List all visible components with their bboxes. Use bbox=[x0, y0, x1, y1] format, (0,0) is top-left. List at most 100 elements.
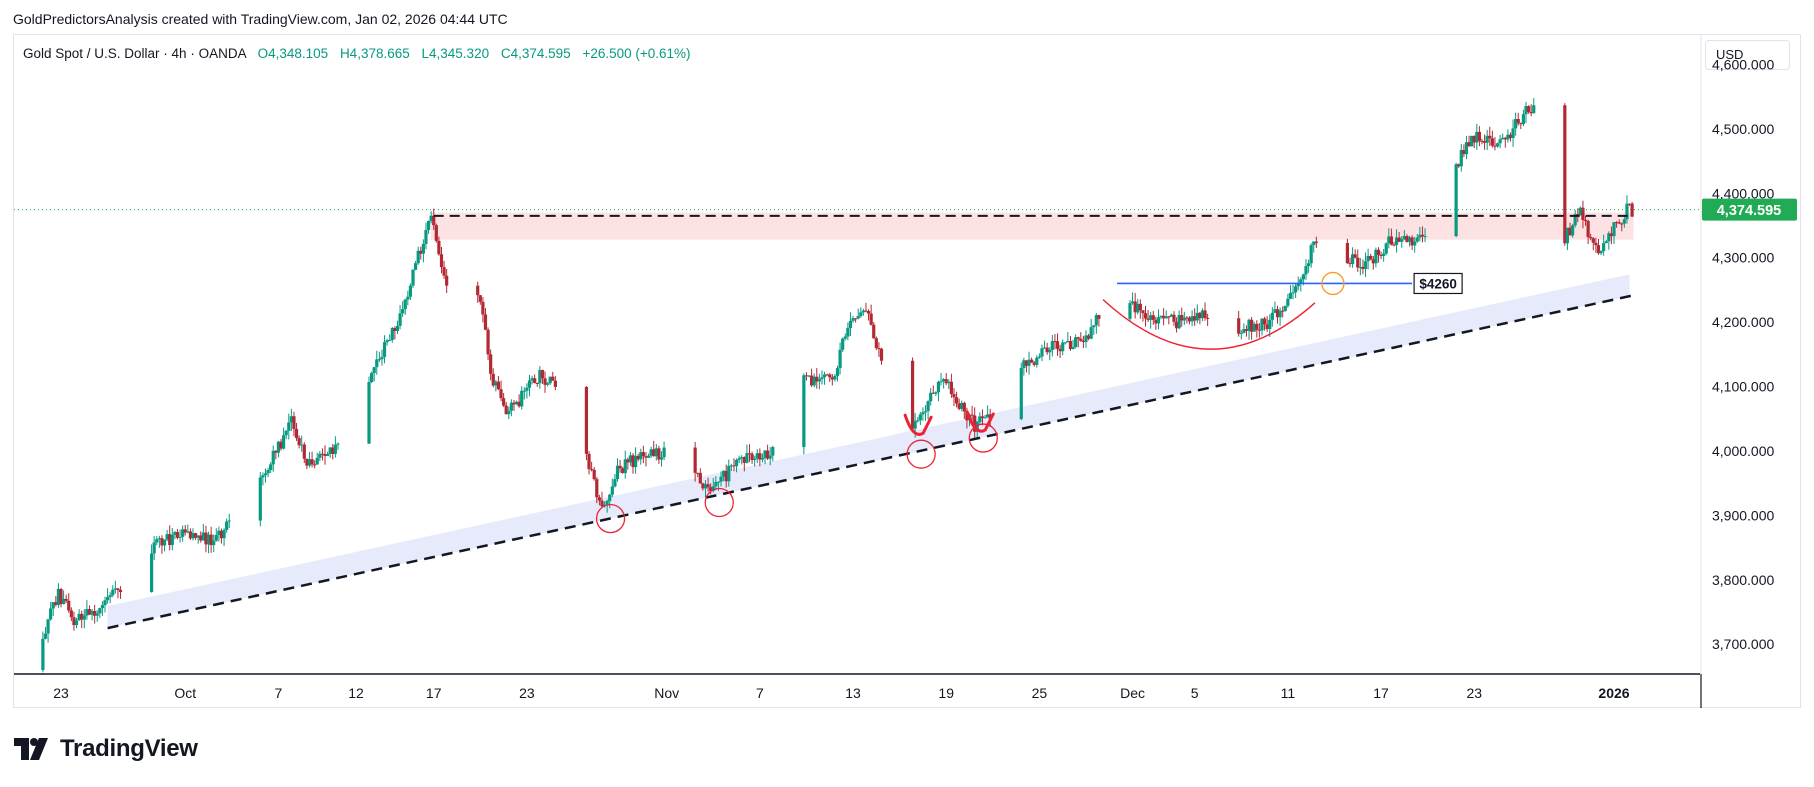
candle-body bbox=[439, 254, 444, 268]
candle-body bbox=[496, 381, 501, 390]
candle-body bbox=[1464, 142, 1469, 155]
candle-body bbox=[426, 220, 431, 230]
candle-body bbox=[1423, 236, 1427, 238]
support-trendline bbox=[107, 293, 1636, 630]
candle-body bbox=[597, 497, 601, 501]
candle-body bbox=[1053, 341, 1057, 343]
candle-body bbox=[1187, 317, 1192, 322]
candle-body bbox=[82, 615, 86, 620]
candle-body bbox=[1470, 135, 1474, 147]
candle-body bbox=[149, 553, 154, 593]
candle-body bbox=[639, 452, 643, 460]
candle-body bbox=[848, 320, 853, 328]
symbol-legend[interactable]: Gold Spot / U.S. Dollar · 4h · OANDA O4,… bbox=[23, 46, 691, 61]
candle-body bbox=[193, 533, 198, 538]
candle-body bbox=[509, 402, 513, 411]
rounded-bottom-arc bbox=[1102, 299, 1316, 350]
candle-body bbox=[538, 370, 542, 384]
candle-body bbox=[628, 455, 633, 463]
candle-body bbox=[815, 376, 819, 382]
candle-body bbox=[204, 532, 208, 545]
candle-body bbox=[828, 374, 832, 378]
legend-change: +26.500 (+0.61%) bbox=[582, 46, 691, 61]
candle-body bbox=[1462, 150, 1466, 155]
candle-body bbox=[1304, 266, 1308, 275]
candle-body bbox=[1177, 315, 1181, 329]
candle-body bbox=[1563, 105, 1567, 244]
candle-body bbox=[546, 383, 550, 385]
bounce-mark bbox=[903, 413, 933, 436]
candle-body bbox=[1514, 118, 1518, 129]
candle-body bbox=[1420, 234, 1425, 237]
candle-body bbox=[843, 336, 847, 339]
tradingview-logo[interactable]: TradingView bbox=[14, 735, 198, 763]
candle-body bbox=[696, 472, 700, 474]
candle-body bbox=[170, 534, 174, 546]
candle-body bbox=[605, 501, 609, 505]
candle-body bbox=[152, 542, 156, 554]
candle-body bbox=[520, 390, 524, 407]
candle-body bbox=[1591, 238, 1595, 243]
legend-high: H4,378.665 bbox=[339, 46, 410, 61]
candle-body bbox=[1203, 310, 1207, 318]
time-tick-label: 13 bbox=[845, 685, 861, 701]
candle-body bbox=[1371, 259, 1375, 264]
candle-body bbox=[64, 598, 68, 601]
candle-body bbox=[1164, 316, 1168, 319]
candle-body bbox=[1143, 313, 1148, 319]
candle-body bbox=[375, 359, 379, 368]
candle-body bbox=[504, 405, 508, 415]
candle-body bbox=[1309, 245, 1313, 264]
candle-body bbox=[652, 449, 656, 457]
candle-body bbox=[830, 377, 834, 380]
candle-body bbox=[310, 459, 314, 465]
candle-body bbox=[1405, 236, 1409, 242]
candle-body bbox=[72, 617, 76, 626]
candle-body bbox=[1589, 237, 1593, 239]
candle-body bbox=[1174, 321, 1179, 329]
candle-body bbox=[1030, 359, 1034, 363]
candle-body bbox=[714, 482, 718, 487]
candle-body bbox=[186, 531, 190, 533]
price-tick-label: 4,500.000 bbox=[1712, 121, 1774, 137]
candle-body bbox=[727, 465, 731, 482]
candle-body bbox=[760, 457, 765, 460]
candle-body bbox=[489, 354, 493, 374]
candle-body bbox=[1345, 242, 1350, 264]
candle-body bbox=[1198, 312, 1202, 319]
candle-body bbox=[1472, 135, 1476, 143]
candle-body bbox=[284, 430, 288, 436]
candle-body bbox=[1294, 286, 1298, 293]
candle-body bbox=[1086, 335, 1091, 339]
candle-body bbox=[1490, 138, 1494, 146]
candle-body bbox=[43, 633, 48, 639]
candle-body bbox=[380, 356, 384, 360]
candle-body bbox=[817, 379, 821, 382]
candle-body bbox=[315, 457, 319, 465]
candle-body bbox=[657, 448, 661, 460]
candle-body bbox=[258, 477, 262, 521]
candle-body bbox=[183, 529, 187, 533]
candle-body bbox=[1288, 292, 1293, 299]
candle-body bbox=[1130, 301, 1135, 304]
candle-body bbox=[1301, 274, 1305, 280]
candle-body bbox=[965, 411, 969, 421]
currency-selector[interactable]: USD bbox=[1705, 40, 1790, 70]
time-tick-label: Nov bbox=[654, 685, 679, 701]
candle-body bbox=[1244, 329, 1249, 331]
candle-body bbox=[1392, 244, 1396, 246]
candle-body bbox=[654, 448, 658, 457]
candle-body bbox=[1586, 220, 1590, 238]
candle-body bbox=[921, 412, 925, 415]
candle-body bbox=[95, 613, 99, 616]
candle-body bbox=[421, 243, 425, 254]
candle-body bbox=[856, 315, 860, 319]
candle-body bbox=[753, 458, 757, 461]
candle-body bbox=[175, 532, 180, 538]
candle-body bbox=[105, 597, 110, 601]
price-tick-label: 4,000.000 bbox=[1712, 443, 1774, 459]
candle-body bbox=[1382, 253, 1386, 257]
candle-body bbox=[1050, 341, 1054, 350]
candle-body bbox=[1128, 303, 1132, 319]
